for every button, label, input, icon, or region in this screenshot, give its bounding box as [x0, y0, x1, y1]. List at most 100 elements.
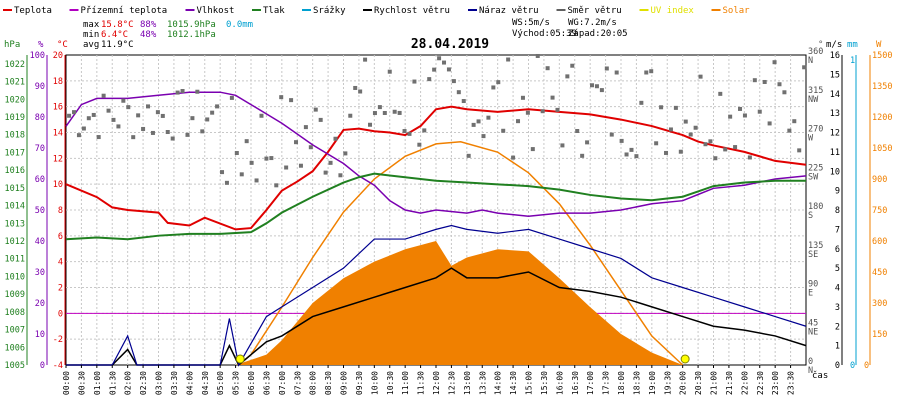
wind-dir-dot — [377, 105, 382, 110]
wind-dir-dot — [570, 63, 575, 68]
solar-tick-zero: 0 — [864, 361, 869, 371]
wind-dir-dot — [432, 67, 437, 72]
legend: Teplota Přízemní teplota Vlhkost Tlak Srážky… — [3, 6, 750, 16]
legend-label-4: Srážky — [313, 6, 346, 16]
wind-dir-dot — [338, 173, 343, 178]
stats-block: max 15.8°C 88% 1015.9hPa 0.0mm min 6.4°C… — [83, 20, 253, 50]
temperature_c-tick-10: 16 — [53, 103, 63, 113]
wind-dir-dot — [604, 66, 609, 71]
wind-dir-dot — [402, 129, 407, 134]
wind-dir-dot — [323, 170, 328, 175]
wind-tick-3: 3 — [835, 303, 840, 313]
wind-dir-dot — [234, 151, 239, 156]
wind-dir-dot — [486, 115, 491, 120]
wind-dir-dot — [777, 82, 782, 87]
stats-avg-label: avg — [83, 40, 99, 50]
temperature_c-tick-2: 0 — [58, 309, 63, 319]
solar-tick-2: 300 — [872, 299, 887, 309]
legend-label-1: Přízemní teplota — [81, 6, 168, 16]
legend-label-9: Solar — [723, 6, 751, 16]
pressure_hpa-tick-8: 1013 — [5, 219, 25, 229]
dir-label-2: E — [808, 289, 813, 299]
wind-tick-2: 2 — [835, 322, 840, 332]
dir-tick-5: 225 — [808, 163, 823, 173]
wind-dir-dot — [343, 151, 348, 156]
pressure_hpa-tick-0: 1005 — [5, 361, 25, 371]
wind-dir-dot — [372, 111, 377, 116]
x-tick-2: 01:00 — [93, 371, 102, 395]
wind-dir-dot — [619, 138, 624, 143]
wind-dir-dot — [446, 67, 451, 72]
wind-dir-dot — [303, 125, 308, 130]
pressure_hpa-tick-10: 1015 — [5, 184, 25, 194]
x-tick-4: 02:00 — [124, 371, 133, 395]
wind-tick-11: 11 — [830, 148, 840, 158]
x-tick-37: 18:30 — [632, 371, 641, 395]
stats-max-temp: 15.8°C — [101, 20, 134, 30]
x-tick-25: 12:30 — [447, 371, 456, 395]
wind-dir-dot — [215, 104, 220, 109]
wind-dir-dot — [742, 113, 747, 118]
x-tick-47: 23:30 — [787, 371, 796, 395]
wind-dir-dot — [294, 140, 299, 145]
x-tick-27: 13:30 — [478, 371, 487, 395]
wind-dir-dot — [353, 85, 358, 90]
solar-tick-6: 900 — [872, 175, 887, 185]
wind-dir-dot — [407, 131, 412, 136]
wind-dir-dot — [86, 116, 91, 121]
wind-dir-dot — [772, 60, 777, 65]
x-tick-0: 00:00 — [62, 371, 71, 395]
x-tick-19: 09:30 — [355, 371, 364, 395]
x-tick-3: 01:30 — [108, 371, 117, 395]
solar-tick-4: 600 — [872, 237, 887, 247]
unit-hpa: hPa — [4, 40, 20, 50]
wind-dir-dot — [81, 126, 86, 131]
pressure_hpa-tick-14: 1019 — [5, 113, 25, 123]
wind-dir-dot — [733, 145, 738, 150]
x-tick-44: 22:00 — [740, 371, 749, 395]
x-tick-14: 07:00 — [278, 371, 287, 395]
wind-dir-dot — [141, 126, 146, 131]
legend-label-8: UV index — [651, 6, 695, 16]
humidity_pct-tick-0: 0 — [40, 361, 45, 371]
solar-tick-8: 1200 — [872, 113, 892, 123]
stats-avg-temp: 11.9°C — [101, 40, 134, 50]
wind-dir-dot — [683, 119, 688, 124]
stats-min-press: 1012.1hPa — [167, 30, 216, 40]
wind-dir-dot — [368, 122, 373, 127]
humidity_pct-tick-3: 30 — [35, 268, 45, 278]
wind-tick-9: 9 — [835, 187, 840, 197]
wind-dir-dot — [175, 90, 180, 95]
solar-area — [235, 241, 683, 365]
temperature_c-tick-3: 2 — [58, 284, 63, 294]
dir-tick-0: 0 — [808, 357, 813, 367]
temperature_c-tick-0: -4 — [53, 361, 63, 371]
wind-dir-dot — [442, 60, 447, 65]
stats-max-label: max — [83, 20, 100, 30]
wind-dir-dot — [72, 110, 77, 115]
wind-dir-dot — [67, 113, 72, 118]
wind-dir-dot — [229, 95, 234, 100]
stats-min-hum: 48% — [140, 30, 157, 40]
wind-dir-dot — [496, 80, 501, 85]
legend-label-3: Tlak — [263, 6, 285, 16]
wind-dir-dot — [308, 145, 313, 150]
unit-pct: % — [38, 40, 44, 50]
x-tick-10: 05:00 — [216, 371, 225, 395]
wind-dir-dot — [530, 147, 535, 152]
pressure_hpa-tick-1: 1006 — [5, 343, 25, 353]
wind-dir-dot — [298, 163, 303, 168]
series-line-3 — [66, 267, 807, 367]
wind-dir-dot — [170, 136, 175, 141]
wind-dir-dot — [580, 153, 585, 158]
pressure_hpa-tick-2: 1007 — [5, 326, 25, 336]
wind-dir-dot — [506, 57, 511, 62]
rain-tick-1: 1 — [850, 56, 855, 66]
wind-dir-dot — [392, 109, 397, 114]
wind-dir-dot — [397, 110, 402, 115]
legend-label-6: Náraz větru — [479, 6, 539, 16]
x-tick-35: 17:30 — [602, 371, 611, 395]
wind-dir-dot — [289, 98, 294, 103]
wind-dir-dot — [284, 165, 289, 170]
wind-dir-dot — [313, 107, 318, 112]
